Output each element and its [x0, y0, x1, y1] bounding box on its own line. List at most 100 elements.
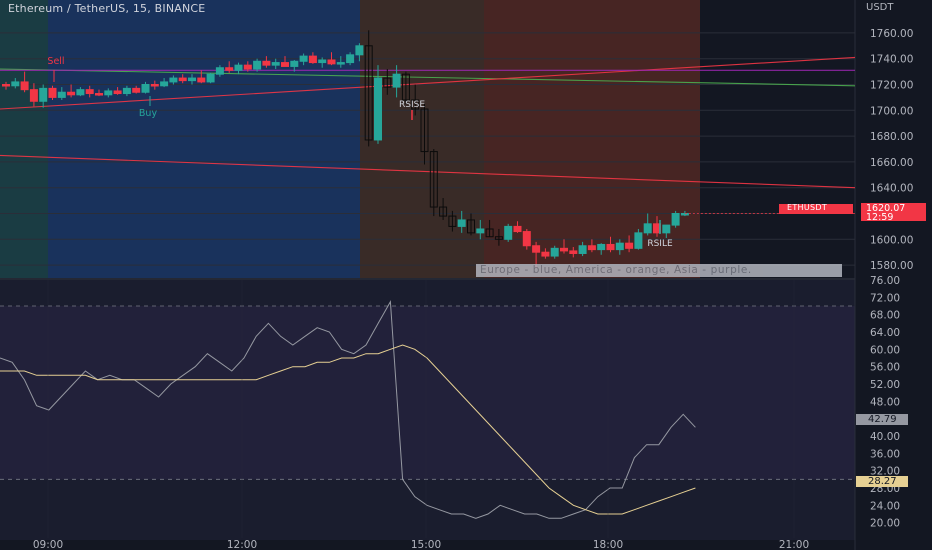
trendlines — [0, 56, 856, 189]
candle — [550, 245, 559, 259]
candle — [457, 210, 466, 233]
symbol-title[interactable]: Ethereum / TetherUS, 15, BINANCE — [8, 2, 206, 15]
time-tick-label: 15:00 — [411, 539, 441, 550]
rsi-value: 42.79 — [868, 414, 897, 425]
candle — [634, 228, 643, 250]
last-price-box: 1620.07 12:59 — [861, 203, 926, 222]
candle — [448, 210, 457, 232]
candle-body — [457, 219, 466, 227]
candle-body — [346, 54, 355, 64]
candle — [569, 247, 578, 258]
candle-body — [150, 84, 159, 87]
candle-body — [411, 99, 420, 110]
candle-body — [57, 91, 66, 98]
candle-body — [587, 245, 596, 251]
candle-body — [550, 247, 559, 257]
candle — [57, 87, 66, 100]
candle — [122, 85, 131, 97]
candle-body — [504, 225, 513, 240]
signal-markers: Sell Buy RSISE RSILE — [47, 56, 673, 249]
rsi-tick-label: 64.00 — [870, 327, 900, 339]
candle — [467, 213, 475, 236]
candle-body — [448, 215, 457, 227]
candle-body — [215, 67, 224, 75]
candle — [587, 239, 596, 253]
candle-body — [197, 77, 206, 83]
candle-body — [206, 73, 215, 83]
candle-body — [67, 91, 76, 96]
candle-body — [253, 60, 262, 70]
rsi-tick-label: 60.00 — [870, 344, 900, 356]
candle-body — [141, 84, 150, 93]
price-tick-label: 1760.00 — [870, 28, 913, 40]
rsi-tick-label: 40.00 — [870, 431, 900, 443]
candle — [178, 74, 187, 84]
candle-body — [662, 224, 671, 234]
candle — [318, 57, 327, 68]
candle-body — [122, 87, 131, 95]
candle-body — [569, 250, 578, 254]
candle — [113, 87, 122, 95]
price-tick-label: 1680.00 — [870, 131, 913, 143]
candle-body — [76, 89, 85, 96]
time-tick-label: 21:00 — [779, 539, 809, 550]
session-legend-note: Europe - blue, America - orange, Asia - … — [476, 264, 842, 277]
candle — [290, 59, 299, 72]
rsi-tick-label: 52.00 — [870, 379, 900, 391]
symbol-label: ETHUSDT — [787, 203, 828, 212]
time-axis: 09:00 12:00 15:00 18:00 21:00 — [33, 280, 809, 550]
candlestick-series — [2, 30, 855, 268]
rsi-tick-label: 56.00 — [870, 362, 900, 374]
rsi-tick-label: 68.00 — [870, 310, 900, 322]
trendline-red — [0, 154, 856, 189]
rsi-line — [0, 300, 696, 519]
candle-body — [188, 77, 196, 82]
candle-body — [160, 81, 169, 87]
candle — [299, 53, 308, 66]
candle-body — [104, 90, 113, 96]
rsi-tick-label: 24.00 — [870, 500, 900, 512]
candle-body — [327, 59, 336, 65]
candle-body — [541, 251, 550, 257]
candle — [48, 85, 57, 100]
candle-body — [20, 81, 29, 91]
candle — [29, 83, 38, 107]
rsi-series — [0, 300, 696, 519]
candle — [2, 81, 10, 90]
candle-body — [597, 243, 606, 251]
candle — [420, 103, 429, 165]
candle-body — [429, 151, 438, 208]
rsi-tick-label: 20.00 — [870, 518, 900, 530]
candle — [346, 52, 355, 66]
candle-body — [615, 242, 624, 251]
candle — [76, 87, 85, 97]
candle-body — [383, 77, 392, 88]
candle-body — [113, 90, 122, 95]
candle-body — [243, 64, 252, 70]
candle-body — [11, 81, 20, 87]
candle — [336, 56, 345, 68]
candle — [11, 78, 20, 89]
price-tick-label: 1580.00 — [870, 260, 913, 272]
symbol-price-tag: ETHUSDT — [779, 203, 853, 214]
candle-body — [401, 73, 410, 101]
candle — [197, 70, 206, 84]
candle — [662, 224, 671, 239]
trendline-green — [0, 68, 856, 87]
rsi-band — [0, 306, 855, 480]
candle — [160, 78, 169, 88]
price-tick-label: 1660.00 — [870, 157, 913, 169]
candle — [67, 84, 76, 98]
rsi-value-tag: 42.79 — [856, 414, 908, 425]
candle — [578, 241, 587, 257]
candle-body — [234, 64, 243, 71]
candle — [485, 219, 494, 238]
candle-body — [439, 206, 448, 217]
candle — [132, 85, 141, 94]
rsi-pane — [0, 305, 855, 480]
candle-body — [318, 59, 327, 64]
candle — [271, 58, 280, 70]
candle-body — [178, 77, 187, 82]
rsi-ma-line — [0, 344, 696, 515]
